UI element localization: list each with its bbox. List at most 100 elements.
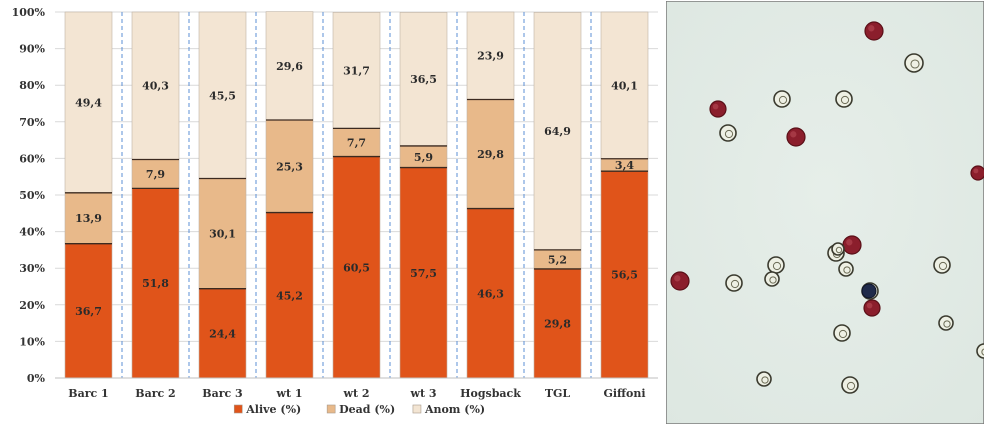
x-tick-label: Hogsback <box>460 387 521 400</box>
y-tick-label: 80% <box>19 79 45 92</box>
data-label: 7,7 <box>347 136 366 149</box>
grain-inner-ring <box>769 276 777 284</box>
data-label: 13,9 <box>75 212 102 225</box>
x-tick-label: Barc 2 <box>135 387 175 400</box>
data-label: 25,3 <box>276 160 303 173</box>
x-tick-label: wt 3 <box>409 387 436 400</box>
unstained-pollen-grain <box>838 261 854 277</box>
bar-segment <box>399 167 448 379</box>
grain-highlight <box>868 25 875 32</box>
grain-inner-ring <box>838 329 848 339</box>
data-label: 23,9 <box>477 50 504 63</box>
data-label: 64,9 <box>544 125 571 138</box>
grain-inner-ring <box>843 266 851 274</box>
unstained-pollen-grain <box>835 90 853 108</box>
bar-segment <box>466 99 515 209</box>
unstained-pollen-grain <box>938 315 954 331</box>
data-label: 29,8 <box>477 148 504 161</box>
bar-segment <box>198 11 247 179</box>
legend-swatch <box>233 404 243 414</box>
bar-segment <box>131 188 180 379</box>
unstained-pollen-grain <box>756 371 772 387</box>
stained-pollen-grain <box>670 271 690 291</box>
legend-label: Anom (%) <box>424 403 485 416</box>
data-label: 5,9 <box>414 151 433 164</box>
data-label: 36,5 <box>410 73 437 86</box>
data-label: 29,6 <box>276 60 303 73</box>
grain-inner-ring <box>846 381 856 391</box>
unstained-pollen-grain <box>764 271 780 287</box>
x-tick-label: wt 2 <box>342 387 369 400</box>
chart-canvas: 0% 10% 20% 30% 40% 50% 60% 70% 80% 90% 100% 36,7 13,… <box>12 6 658 416</box>
grain-inner-ring <box>943 320 951 328</box>
y-tick-label: 50% <box>19 189 45 202</box>
micrograph-image <box>665 0 987 425</box>
data-label: 24,4 <box>209 327 236 340</box>
data-label: 40,1 <box>611 79 638 92</box>
bar-segment <box>600 11 649 160</box>
y-tick-label: 30% <box>19 262 45 275</box>
grain-inner-ring <box>772 261 782 271</box>
y-tick-label: 40% <box>19 226 45 239</box>
data-label: 46,3 <box>477 287 504 300</box>
bar-segment <box>466 11 515 100</box>
x-tick-label: Barc 1 <box>68 387 108 400</box>
micrograph-background <box>665 0 985 425</box>
unstained-pollen-grain <box>904 53 924 73</box>
legend-swatch <box>412 404 422 414</box>
stained-pollen-grain <box>786 127 806 147</box>
unstained-pollen-grain <box>831 242 845 256</box>
bar-segment <box>64 192 113 244</box>
y-tick-label: 70% <box>19 116 45 129</box>
y-tick-label: 10% <box>19 335 45 348</box>
data-label: 30,1 <box>209 228 236 241</box>
grain-inner-ring <box>724 129 734 139</box>
unstained-pollen-grain <box>833 324 851 342</box>
data-label: 40,3 <box>142 80 169 93</box>
bar-segment <box>64 11 113 194</box>
grain-inner-ring <box>840 95 850 105</box>
data-label: 3,4 <box>615 159 634 172</box>
bar-segment <box>64 243 113 379</box>
unstained-pollen-grain <box>773 90 791 108</box>
y-tick-label: 20% <box>19 299 45 312</box>
bar-segment <box>466 208 515 379</box>
grain-highlight <box>846 239 853 246</box>
unstained-pollen-grain <box>976 343 987 359</box>
bar-segment <box>332 12 381 129</box>
data-label: 36,7 <box>75 305 102 318</box>
unstained-pollen-grain <box>933 256 951 274</box>
data-label: 5,2 <box>548 253 567 266</box>
bar-segment <box>265 212 314 379</box>
x-tick-label: TGL <box>545 387 571 400</box>
y-tick-label: 60% <box>19 152 45 165</box>
data-label: 56,5 <box>611 269 638 282</box>
bar-segment <box>600 170 649 379</box>
legend-label: Dead (%) <box>339 403 395 416</box>
dark-pollen-grain <box>861 283 877 299</box>
data-label: 45,5 <box>209 89 236 102</box>
data-label: 31,7 <box>343 64 370 77</box>
legend-label: Alive (%) <box>245 403 301 416</box>
grain-inner-ring <box>938 261 948 271</box>
bar-segment <box>265 119 314 213</box>
data-label: 57,5 <box>410 267 437 280</box>
grain-inner-ring <box>910 59 920 69</box>
stained-pollen-grain <box>842 235 862 255</box>
y-tick-label: 90% <box>19 43 45 56</box>
data-label: 7,9 <box>146 168 165 181</box>
grain-highlight <box>973 168 979 174</box>
stained-pollen-grain <box>709 100 727 118</box>
data-label: 60,5 <box>343 261 370 274</box>
bar-segment <box>131 11 180 160</box>
pollen-micrograph <box>665 0 987 425</box>
unstained-pollen-grain <box>767 256 785 274</box>
grain-inner-ring <box>778 95 788 105</box>
bar-segment <box>198 288 247 379</box>
x-tick-label: Giffoni <box>603 387 645 400</box>
data-label: 51,8 <box>142 277 169 290</box>
legend-swatch <box>326 404 336 414</box>
unstained-pollen-grain <box>719 124 737 142</box>
grain-highlight <box>866 302 873 309</box>
grain-highlight <box>674 275 681 282</box>
